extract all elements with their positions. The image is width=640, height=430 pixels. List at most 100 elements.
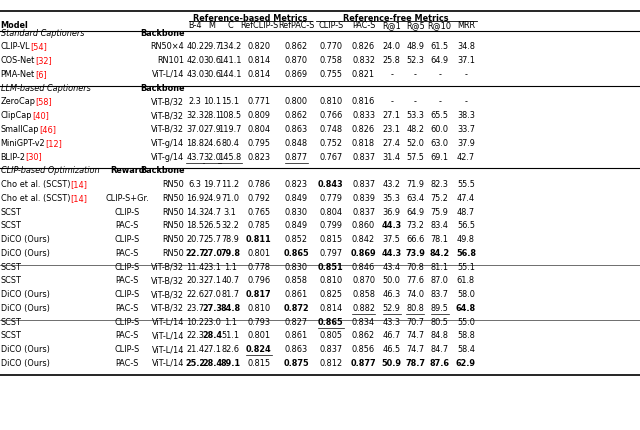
Text: 31.4: 31.4 (383, 153, 401, 162)
Text: 57.5: 57.5 (406, 153, 424, 162)
Text: 0.811: 0.811 (246, 235, 272, 244)
Text: 82.3: 82.3 (431, 180, 449, 189)
Text: 1.1: 1.1 (223, 318, 237, 327)
Text: 74.7: 74.7 (406, 332, 424, 341)
Text: DiCO (Ours): DiCO (Ours) (1, 359, 49, 368)
Text: -: - (438, 70, 441, 79)
Text: 0.862: 0.862 (284, 111, 308, 120)
Text: ViT-B/32: ViT-B/32 (151, 98, 184, 107)
Text: 71.0: 71.0 (221, 194, 239, 203)
Text: -: - (438, 98, 441, 107)
Text: 0.863: 0.863 (284, 345, 308, 354)
Text: 24.7: 24.7 (203, 208, 221, 217)
Text: SCST: SCST (1, 318, 22, 327)
Text: ViT-g/14: ViT-g/14 (151, 139, 184, 148)
Text: 46.5: 46.5 (383, 345, 401, 354)
Text: Reference-free Metrics: Reference-free Metrics (343, 14, 449, 23)
Text: 27.1: 27.1 (203, 345, 221, 354)
Text: SCST: SCST (1, 276, 22, 286)
Text: MRR: MRR (457, 22, 475, 31)
Text: 80.8: 80.8 (406, 304, 424, 313)
Text: 70.7: 70.7 (406, 318, 424, 327)
Text: 61.8: 61.8 (457, 276, 475, 286)
Text: ViT-L/14: ViT-L/14 (152, 70, 184, 79)
Text: 24.0: 24.0 (383, 43, 401, 52)
Text: 87.0: 87.0 (431, 276, 449, 286)
Text: 0.779: 0.779 (319, 194, 342, 203)
Text: 25.2: 25.2 (185, 359, 205, 368)
Text: 40.2: 40.2 (186, 43, 204, 52)
Text: -: - (414, 98, 417, 107)
Text: Backbone: Backbone (140, 29, 184, 38)
Text: PAC-S: PAC-S (116, 249, 139, 258)
Text: 14.3: 14.3 (186, 208, 204, 217)
Text: BLIP-2: BLIP-2 (1, 153, 26, 162)
Text: R@10: R@10 (428, 22, 452, 31)
Text: 0.865: 0.865 (283, 249, 309, 258)
Text: 0.860: 0.860 (352, 221, 375, 230)
Text: 0.818: 0.818 (352, 139, 375, 148)
Text: 0.817: 0.817 (246, 290, 272, 299)
Text: 38.3: 38.3 (457, 111, 475, 120)
Text: 27.9: 27.9 (204, 125, 221, 134)
Text: 46.7: 46.7 (383, 332, 401, 341)
Text: SmallCap: SmallCap (1, 125, 39, 134)
Text: 0.869: 0.869 (284, 70, 308, 79)
Text: 0.858: 0.858 (352, 290, 375, 299)
Text: COS-Net: COS-Net (1, 56, 35, 65)
Text: RN50: RN50 (163, 194, 184, 203)
Text: 78.1: 78.1 (431, 235, 449, 244)
Text: 44.3: 44.3 (381, 221, 402, 230)
Text: CLIP-S: CLIP-S (115, 235, 140, 244)
Text: 78.9: 78.9 (221, 235, 239, 244)
Text: ViT-B/32: ViT-B/32 (151, 263, 184, 272)
Text: 145.8: 145.8 (218, 153, 242, 162)
Text: 0.755: 0.755 (319, 70, 342, 79)
Text: 46.3: 46.3 (383, 290, 401, 299)
Text: 0.877: 0.877 (285, 153, 307, 162)
Text: RN50: RN50 (163, 180, 184, 189)
Text: RN50: RN50 (163, 235, 184, 244)
Text: Standard Captioners: Standard Captioners (1, 29, 84, 38)
Text: 0.816: 0.816 (352, 98, 375, 107)
Text: 134.2: 134.2 (218, 43, 242, 52)
Text: 75.2: 75.2 (431, 194, 449, 203)
Text: 42.0: 42.0 (186, 56, 204, 65)
Text: ZeroCap: ZeroCap (1, 98, 36, 107)
Text: 63.4: 63.4 (406, 194, 424, 203)
Text: 0.766: 0.766 (319, 111, 342, 120)
Text: 0.870: 0.870 (352, 276, 375, 286)
Text: Model: Model (1, 22, 28, 31)
Text: 18.5: 18.5 (186, 221, 204, 230)
Text: 0.797: 0.797 (319, 249, 342, 258)
Text: 0.863: 0.863 (284, 125, 308, 134)
Text: SCST: SCST (1, 263, 22, 272)
Text: 10.2: 10.2 (186, 318, 204, 327)
Text: 23.1: 23.1 (203, 263, 221, 272)
Text: ViT-L/14: ViT-L/14 (152, 332, 184, 341)
Text: 33.7: 33.7 (457, 125, 475, 134)
Text: 0.833: 0.833 (352, 111, 375, 120)
Text: 64.9: 64.9 (406, 208, 424, 217)
Text: 0.810: 0.810 (247, 304, 271, 313)
Text: 64.9: 64.9 (431, 56, 449, 65)
Text: SCST: SCST (1, 332, 22, 341)
Text: 81.7: 81.7 (221, 290, 239, 299)
Text: 84.7: 84.7 (431, 345, 449, 354)
Text: 61.5: 61.5 (431, 43, 449, 52)
Text: 0.795: 0.795 (248, 139, 270, 148)
Text: ViT-L/14: ViT-L/14 (152, 345, 184, 354)
Text: 64.8: 64.8 (456, 304, 476, 313)
Text: 0.826: 0.826 (352, 125, 375, 134)
Text: DiCO (Ours): DiCO (Ours) (1, 304, 49, 313)
Text: 43.2: 43.2 (383, 180, 401, 189)
Text: 22.6: 22.6 (186, 290, 204, 299)
Text: RefCLIP-S: RefCLIP-S (240, 22, 278, 31)
Text: 32.2: 32.2 (221, 221, 239, 230)
Text: 83.4: 83.4 (431, 221, 449, 230)
Text: 0.830: 0.830 (285, 208, 307, 217)
Text: 27.1: 27.1 (383, 111, 401, 120)
Text: Reference-based Metrics: Reference-based Metrics (193, 14, 307, 23)
Text: 10.1: 10.1 (203, 98, 221, 107)
Text: 0.815: 0.815 (247, 359, 271, 368)
